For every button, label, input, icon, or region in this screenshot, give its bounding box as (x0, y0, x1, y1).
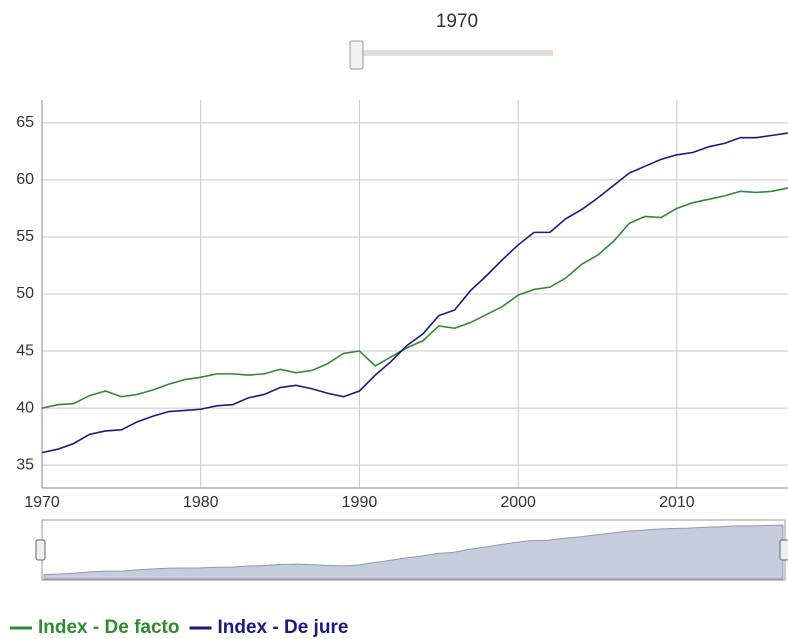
y-tick-label: 45 (16, 342, 34, 359)
x-tick-label: 1990 (342, 494, 378, 511)
x-tick-label: 1970 (24, 494, 60, 511)
y-tick-label: 50 (16, 285, 34, 302)
slider-track[interactable] (355, 50, 553, 56)
navigator-handle[interactable] (779, 539, 788, 561)
navigator-handle[interactable] (35, 539, 46, 561)
x-tick-label: 2010 (659, 494, 695, 511)
y-tick-label: 60 (16, 171, 34, 188)
series-line (41, 187, 788, 409)
x-tick-label: 1980 (183, 494, 219, 511)
slider-handle[interactable] (349, 40, 364, 70)
legend-label: Index - De facto (38, 617, 179, 638)
navigator-area (43, 524, 784, 580)
x-tick-label: 2000 (500, 494, 536, 511)
y-tick-label: 55 (16, 228, 34, 245)
y-tick-label: 35 (16, 456, 34, 473)
legend-label: Index - De jure (217, 617, 348, 638)
y-tick-label: 40 (16, 399, 34, 416)
y-tick-label: 65 (16, 114, 34, 131)
series-line (41, 132, 788, 454)
slider-label: 1970 (436, 11, 478, 32)
